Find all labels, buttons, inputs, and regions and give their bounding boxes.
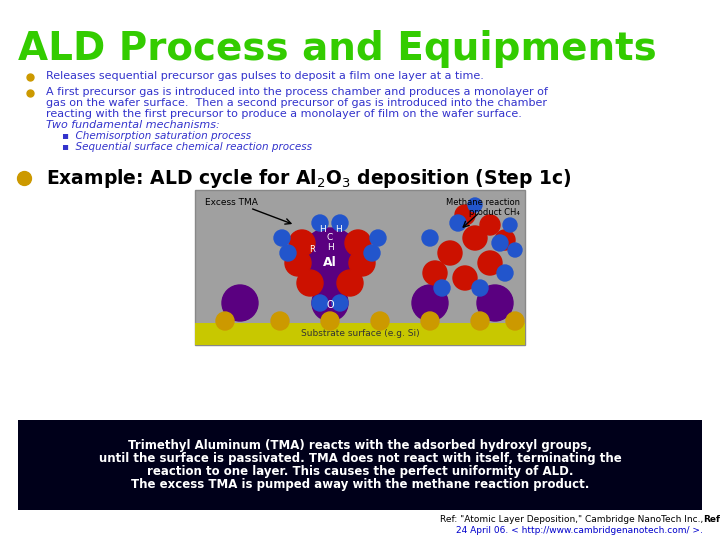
Circle shape: [477, 285, 513, 321]
Text: C: C: [327, 233, 333, 242]
Circle shape: [455, 205, 475, 225]
Text: Trimethyl Aluminum (TMA) reacts with the adsorbed hydroxyl groups,: Trimethyl Aluminum (TMA) reacts with the…: [128, 439, 592, 452]
Circle shape: [453, 266, 477, 290]
Circle shape: [423, 261, 447, 285]
Circle shape: [222, 285, 258, 321]
Circle shape: [370, 230, 386, 246]
Circle shape: [480, 215, 500, 235]
Circle shape: [274, 230, 290, 246]
Circle shape: [337, 270, 363, 296]
Circle shape: [312, 285, 348, 321]
Circle shape: [508, 243, 522, 257]
Circle shape: [297, 270, 323, 296]
Circle shape: [289, 230, 315, 256]
Bar: [18, 420, 702, 510]
Circle shape: [472, 280, 488, 296]
Circle shape: [312, 295, 328, 311]
Circle shape: [421, 312, 439, 330]
Circle shape: [332, 295, 348, 311]
Text: O: O: [326, 300, 334, 310]
Circle shape: [371, 312, 389, 330]
Circle shape: [471, 312, 489, 330]
Circle shape: [438, 241, 462, 265]
Text: gas on the wafer surface.  Then a second precursor of gas is introduced into the: gas on the wafer surface. Then a second …: [46, 98, 547, 108]
Text: Methane reaction
product CH₄: Methane reaction product CH₄: [446, 198, 520, 218]
Text: reacting with the first precursor to produce a monolayer of film on the wafer su: reacting with the first precursor to pro…: [46, 109, 522, 119]
Text: until the surface is passivated. TMA does not react with itself, terminating the: until the surface is passivated. TMA doe…: [99, 452, 621, 465]
Circle shape: [434, 280, 450, 296]
Text: R: R: [309, 246, 315, 254]
Circle shape: [495, 230, 515, 250]
Circle shape: [332, 215, 348, 231]
Text: Al: Al: [323, 255, 337, 268]
Circle shape: [280, 245, 296, 261]
Text: Example: ALD cycle for Al$_2$O$_3$ deposition (Step 1c): Example: ALD cycle for Al$_2$O$_3$ depos…: [46, 166, 572, 190]
Bar: [195, 190, 525, 345]
Circle shape: [271, 312, 289, 330]
Circle shape: [468, 198, 482, 212]
Text: ALD Process and Equipments: ALD Process and Equipments: [18, 30, 657, 68]
Text: A first precursor gas is introduced into the process chamber and produces a mono: A first precursor gas is introduced into…: [46, 87, 548, 97]
Bar: [195, 323, 525, 345]
Circle shape: [312, 215, 328, 231]
Text: Excess TMA: Excess TMA: [205, 198, 258, 207]
Circle shape: [422, 230, 438, 246]
Circle shape: [300, 228, 360, 288]
Text: reaction to one layer. This causes the perfect uniformity of ALD.: reaction to one layer. This causes the p…: [147, 465, 573, 478]
Circle shape: [349, 250, 375, 276]
Text: H: H: [327, 244, 333, 253]
Circle shape: [345, 230, 371, 256]
Circle shape: [506, 312, 524, 330]
Text: H: H: [319, 226, 325, 234]
Text: 24 April 06. < http://www.cambridgenanotech.com/ >.: 24 April 06. < http://www.cambridgenanot…: [456, 526, 703, 535]
Circle shape: [285, 250, 311, 276]
Text: Ref: "Atomic Layer Deposition," Cambridge NanoTech Inc.,: Ref: "Atomic Layer Deposition," Cambridg…: [440, 515, 703, 524]
Text: Ref:: Ref:: [703, 515, 720, 524]
Text: Releases sequential precursor gas pulses to deposit a film one layer at a time.: Releases sequential precursor gas pulses…: [46, 71, 484, 81]
Circle shape: [450, 215, 466, 231]
Text: Substrate surface (e.g. Si): Substrate surface (e.g. Si): [301, 329, 419, 339]
Circle shape: [216, 312, 234, 330]
Circle shape: [478, 251, 502, 275]
Circle shape: [321, 312, 339, 330]
Circle shape: [503, 218, 517, 232]
Circle shape: [463, 226, 487, 250]
Circle shape: [364, 245, 380, 261]
Circle shape: [492, 235, 508, 251]
Text: The excess TMA is pumped away with the methane reaction product.: The excess TMA is pumped away with the m…: [131, 478, 589, 491]
Text: Two fundamental mechanisms:: Two fundamental mechanisms:: [46, 120, 220, 130]
Circle shape: [497, 265, 513, 281]
Text: ▪  Chemisorption saturation process: ▪ Chemisorption saturation process: [62, 131, 251, 141]
Circle shape: [412, 285, 448, 321]
Text: H: H: [335, 226, 341, 234]
Text: ▪  Sequential surface chemical reaction process: ▪ Sequential surface chemical reaction p…: [62, 142, 312, 152]
